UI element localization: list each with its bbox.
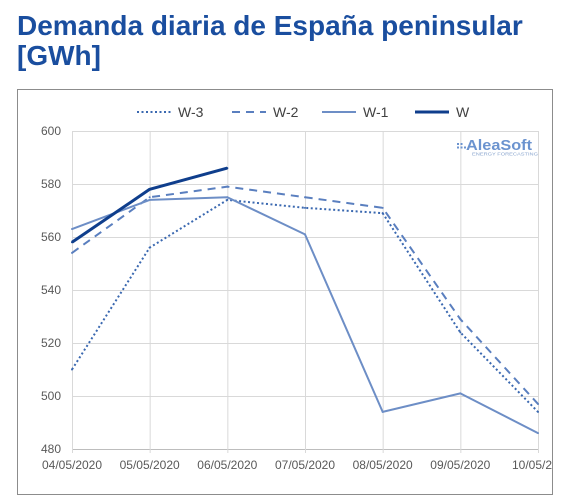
data-point — [71, 241, 73, 244]
legend-item-w-3: W-3 — [137, 104, 204, 120]
data-point — [304, 233, 306, 236]
x-tick-label: 04/05/2020 — [42, 458, 102, 472]
logo-dots-icon — [457, 143, 466, 149]
data-point — [71, 251, 73, 254]
data-point — [537, 432, 539, 435]
y-tick-label: 480 — [41, 442, 61, 456]
data-point — [226, 185, 229, 188]
series-w-2 — [71, 185, 539, 405]
data-point — [304, 196, 306, 199]
series-w-1 — [71, 196, 539, 435]
data-point — [459, 392, 462, 395]
y-axis: 480 500 520 540 560 580 600 — [41, 124, 61, 456]
y-tick-label: 500 — [41, 389, 61, 403]
plot-area — [71, 166, 539, 435]
x-axis: 04/05/2020 05/05/2020 06/05/2020 07/05/2020… — [42, 458, 552, 472]
legend: W-3 W-2 W-1 W — [137, 104, 470, 120]
legend-item-w-2: W-2 — [232, 104, 299, 120]
x-tick-label: 05/05/2020 — [120, 458, 180, 472]
x-tick-label: 09/05/2020 — [430, 458, 490, 472]
data-point — [537, 410, 539, 413]
data-point — [381, 206, 384, 209]
logo-wordmark: AleaSoft — [466, 137, 532, 154]
chart-container: AleaSoft ENERGY FORECASTING 480 500 520 540… — [17, 89, 553, 495]
y-tick-label: 520 — [41, 336, 61, 350]
data-point — [381, 410, 384, 413]
data-point — [226, 198, 229, 201]
data-point — [459, 318, 462, 321]
legend-item-w: W — [415, 104, 470, 120]
y-tick-label: 580 — [41, 177, 61, 191]
x-tick-label: 08/05/2020 — [353, 458, 413, 472]
legend-label: W — [456, 104, 470, 120]
data-point — [148, 196, 151, 199]
data-point — [304, 206, 306, 209]
legend-label: W-2 — [273, 104, 299, 120]
series-w — [71, 166, 229, 244]
x-tick-label: 07/05/2020 — [275, 458, 335, 472]
legend-item-w-1: W-1 — [322, 104, 389, 120]
legend-label: W-3 — [178, 104, 204, 120]
data-point — [148, 198, 151, 201]
x-tick-label: 10/05/2 — [512, 458, 552, 472]
line-chart: AleaSoft ENERGY FORECASTING 480 500 520 540… — [41, 104, 552, 472]
logo-tagline: ENERGY FORECASTING — [472, 152, 539, 157]
y-tick-label: 560 — [41, 230, 61, 244]
data-point — [148, 246, 151, 249]
series-w-3 — [71, 198, 539, 413]
data-point — [71, 368, 73, 371]
data-point — [71, 228, 73, 231]
data-point — [148, 188, 151, 191]
series-line-w — [71, 166, 228, 244]
data-point — [459, 331, 462, 334]
data-point — [537, 402, 539, 405]
legend-label: W-1 — [363, 104, 389, 120]
data-point — [381, 212, 384, 215]
y-tick-label: 600 — [41, 124, 61, 138]
grid — [72, 131, 539, 453]
data-point — [226, 167, 229, 170]
data-point — [226, 196, 229, 199]
y-tick-label: 540 — [41, 283, 61, 297]
x-tick-label: 06/05/2020 — [197, 458, 257, 472]
aleasoft-logo: AleaSoft ENERGY FORECASTING — [457, 137, 539, 157]
chart-title: Demanda diaria de España peninsular [GWh… — [17, 10, 523, 71]
